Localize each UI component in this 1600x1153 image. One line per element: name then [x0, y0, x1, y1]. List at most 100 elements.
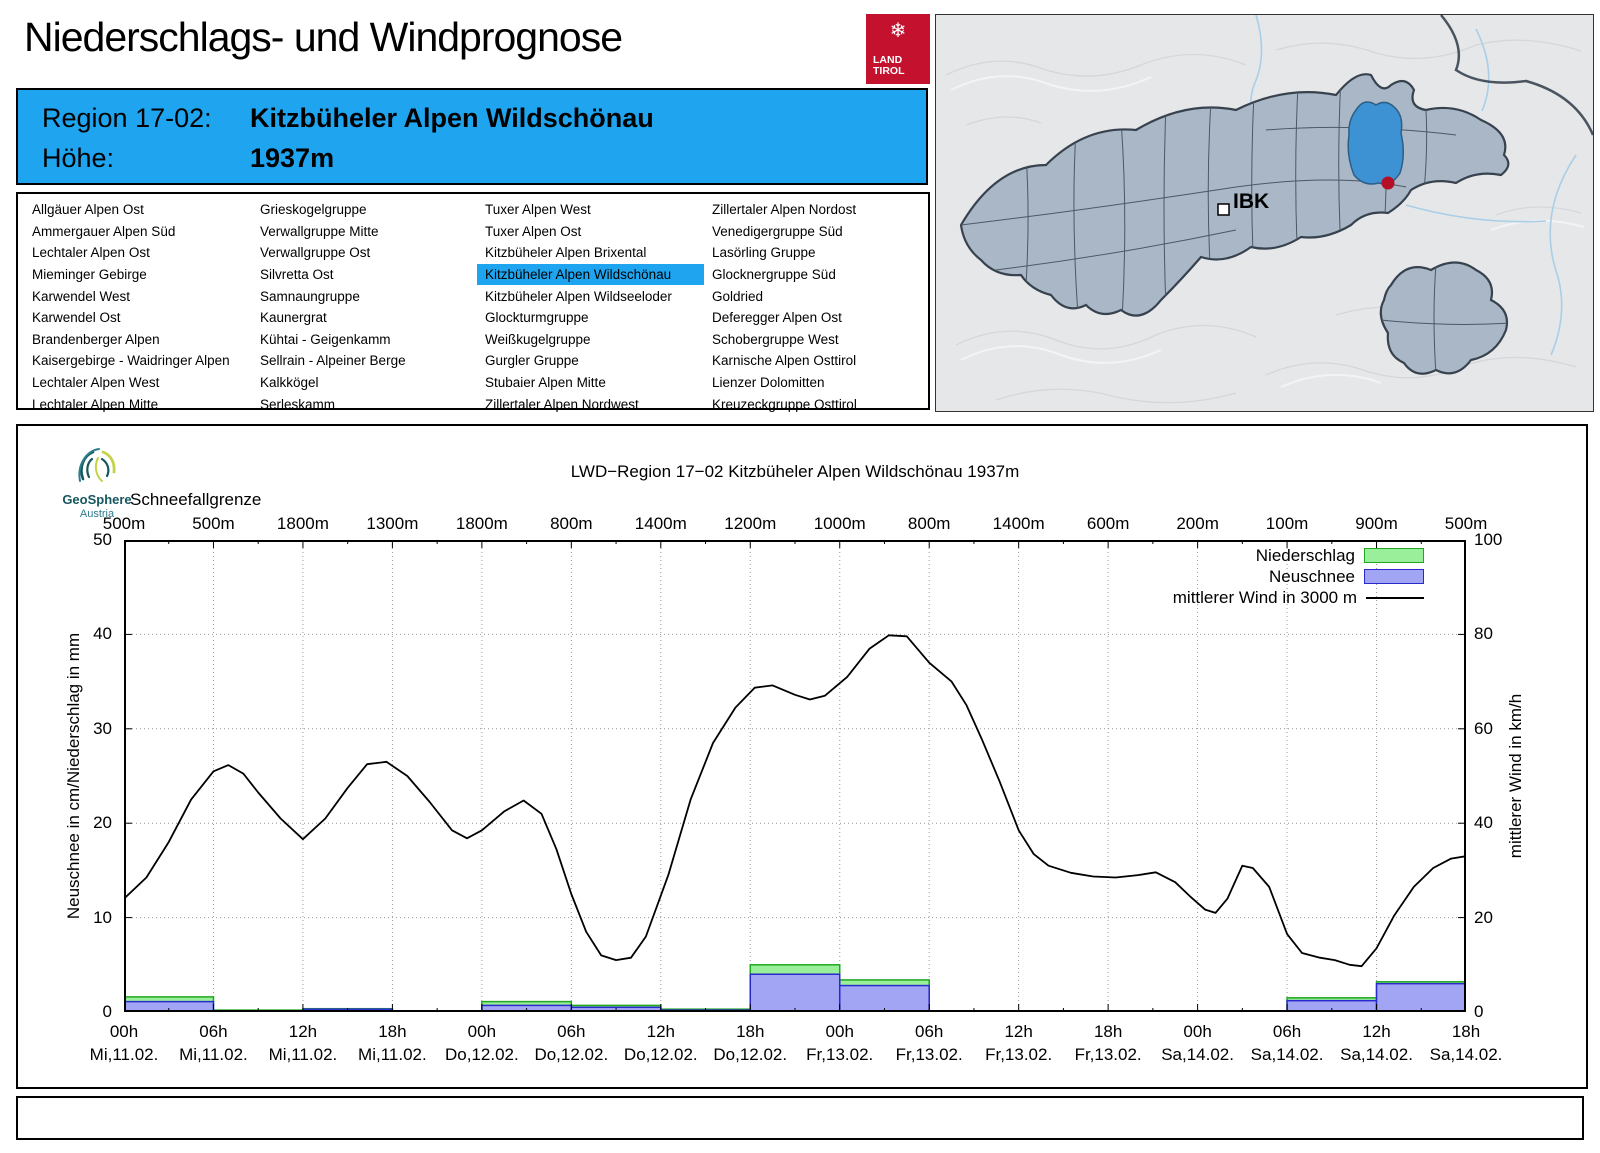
region-info-box: Region 17-02: Kitzbüheler Alpen Wildschön…: [16, 88, 928, 185]
region-list-item[interactable]: Kaisergebirge - Waidringer Alpen: [32, 353, 230, 369]
land-tirol-logo-text: LAND TIROL: [873, 53, 905, 79]
x-axis-date-label: Sa,14.02.: [1161, 1045, 1234, 1064]
region-list-column: Zillertaler Alpen Nordost Venedigergruppe…: [704, 199, 928, 415]
region-list-column: Tuxer Alpen West Tuxer Alpen Ost Kitzbühel…: [477, 199, 704, 415]
snowline-value: 500m: [1444, 514, 1488, 533]
region-list-item[interactable]: Kreuzeckgruppe Osttirol: [712, 396, 857, 412]
y-left-tick-label: 40: [93, 624, 112, 644]
region-list-item-selected[interactable]: Kitzbüheler Alpen Wildschönau: [477, 263, 704, 286]
snowline-value: 1800m: [455, 514, 508, 533]
x-axis-date-label: Fr,13.02.: [895, 1045, 963, 1064]
terrain-texture: [945, 39, 1582, 404]
legend-row-niederschlag: Niederschlag: [1173, 545, 1424, 566]
region-list-item[interactable]: Tuxer Alpen Ost: [485, 223, 582, 239]
x-axis-time-label: 00h: [1183, 1022, 1212, 1041]
region-list-item[interactable]: Zillertaler Alpen Nordost: [712, 202, 857, 218]
region-list-item[interactable]: Gurgler Gruppe: [485, 353, 579, 369]
region-list-item[interactable]: Zillertaler Alpen Nordwest: [485, 396, 639, 412]
snowflake-icon: ❄: [889, 20, 907, 42]
x-axis-date-label: Sa,14.02.: [1250, 1045, 1324, 1064]
region-list-item[interactable]: Serleskamm: [260, 396, 336, 412]
x-axis-time-label: 12h: [1004, 1022, 1033, 1041]
x-axis-date-label: Mi,11.02.: [358, 1045, 427, 1064]
tirol-map[interactable]: IBK: [935, 14, 1595, 412]
y-left-tick-label: 20: [93, 813, 112, 833]
x-axis-time-label: 00h: [109, 1022, 139, 1041]
region-list-item[interactable]: Grieskogelgruppe: [260, 202, 367, 218]
x-axis-date-label: Mi,11.02.: [89, 1045, 159, 1064]
land-tirol-logo: ❄ LAND TIROL: [866, 14, 930, 84]
plot-area: [124, 540, 1466, 1012]
national-border: [1440, 14, 1595, 136]
region-list-item[interactable]: Lechtaler Alpen Mitte: [32, 396, 159, 412]
logo-line2: TIROL: [873, 65, 905, 78]
region-list-item[interactable]: Lechtaler Alpen Ost: [32, 245, 150, 261]
neuschnee-swatch: [1364, 569, 1424, 584]
region-list-column: Allgäuer Alpen Ost Ammergauer Alpen Süd Le…: [24, 199, 252, 415]
logo-line1: LAND: [873, 53, 903, 66]
x-axis-date-label: Do,12.02.: [444, 1045, 519, 1064]
region-list-item[interactable]: Lienzer Dolomitten: [712, 375, 825, 391]
region-list-item[interactable]: Lasörling Gruppe: [712, 245, 816, 261]
ibk-label: IBK: [1233, 190, 1269, 213]
x-axis-date-label: Do,12.02.: [534, 1045, 609, 1064]
x-axis-time-label: 06h: [915, 1022, 944, 1041]
region-list-item[interactable]: Tuxer Alpen West: [485, 202, 591, 218]
snowline-value: 1400m: [634, 514, 687, 533]
region-list-item[interactable]: Venedigergruppe Süd: [712, 223, 843, 239]
region-list-item[interactable]: Kaunergrat: [260, 310, 327, 326]
wind-line-swatch: [1366, 596, 1424, 599]
region-list-item[interactable]: Silvretta Ost: [260, 267, 334, 283]
region-list-item[interactable]: Goldried: [712, 288, 764, 304]
east-tyrol-region[interactable]: [1379, 261, 1509, 375]
region-list-item[interactable]: Kühtai - Geigenkamm: [260, 331, 391, 347]
region-list-item[interactable]: Weißkugelgruppe: [485, 331, 591, 347]
region-name: Kitzbüheler Alpen Wildschönau: [250, 103, 654, 133]
region-list-item[interactable]: Lechtaler Alpen West: [32, 375, 160, 391]
region-list-item[interactable]: Verwallgruppe Ost: [260, 245, 371, 261]
snowline-value: 800m: [907, 514, 951, 533]
x-axis-date-label: Fr,13.02.: [806, 1045, 874, 1064]
snowline-value: 100m: [1265, 514, 1309, 533]
region-list-item[interactable]: Karwendel West: [32, 288, 131, 304]
x-axis-date-label: Sa,14.02.: [1340, 1045, 1413, 1064]
region-list-item[interactable]: Ammergauer Alpen Süd: [32, 223, 176, 239]
snowline-value: 600m: [1086, 514, 1130, 533]
altitude-label: Höhe:: [42, 143, 115, 173]
region-list-item[interactable]: Samnaungruppe: [260, 288, 360, 304]
legend-row-neuschnee: Neuschnee: [1173, 566, 1424, 587]
region-list-item[interactable]: Schobergruppe West: [712, 331, 839, 347]
y-left-tick-label: 10: [93, 907, 112, 927]
location-marker-dot: [1381, 176, 1395, 190]
region-list-item[interactable]: Kitzbüheler Alpen Brixental: [485, 245, 647, 261]
snowline-axis-label: Schneefallgrenze: [130, 490, 262, 509]
x-axis-time-label: 12h: [1362, 1022, 1391, 1041]
x-axis-time-label: 00h: [467, 1022, 497, 1041]
region-list-item[interactable]: Karnische Alpen Osttirol: [712, 353, 857, 369]
region-list-item[interactable]: Karwendel Ost: [32, 310, 121, 326]
region-list-item[interactable]: Mieminger Gebirge: [32, 267, 147, 283]
region-list-item[interactable]: Glockturmgruppe: [485, 310, 589, 326]
snowline-value: 200m: [1176, 514, 1219, 533]
x-axis-date-label: Mi,11.02.: [179, 1045, 248, 1064]
ibk-marker-square: [1217, 203, 1230, 216]
region-list-item[interactable]: Sellrain - Alpeiner Berge: [260, 353, 406, 369]
region-list-item[interactable]: Kitzbüheler Alpen Wildseeloder: [485, 288, 672, 304]
region-list-item[interactable]: Allgäuer Alpen Ost: [32, 202, 144, 218]
region-list-item[interactable]: Stubaier Alpen Mitte: [485, 375, 606, 391]
region-list-item[interactable]: Kalkkögel: [260, 375, 319, 391]
snowline-value: 800m: [550, 514, 593, 533]
region-list-item[interactable]: Deferegger Alpen Ost: [712, 310, 842, 326]
region-list-item[interactable]: Glocknergruppe Süd: [712, 267, 836, 283]
snowline-value: 1400m: [992, 514, 1045, 533]
y-left-tick-label: 30: [93, 718, 112, 738]
niederschlag-swatch: [1364, 548, 1424, 563]
region-list-item[interactable]: Verwallgruppe Mitte: [260, 223, 379, 239]
map-svg: IBK: [936, 14, 1595, 411]
selected-region-shape[interactable]: [1347, 101, 1404, 185]
chart-title: LWD−Region 17−02 Kitzbüheler Alpen Wilds…: [570, 462, 1020, 481]
right-axis-title: mittlerer Wind in km/h: [1506, 693, 1525, 859]
legend-label-neuschnee: Neuschnee: [1268, 566, 1355, 586]
x-axis-date-label: Fr,13.02.: [985, 1045, 1053, 1064]
region-list-item[interactable]: Brandenberger Alpen: [32, 331, 160, 347]
